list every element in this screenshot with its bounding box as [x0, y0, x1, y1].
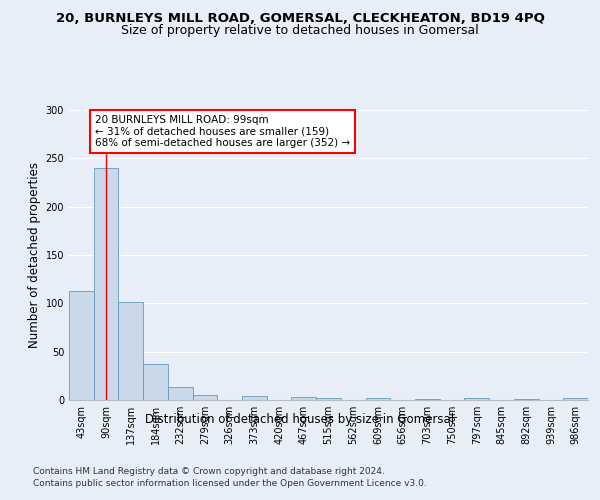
Bar: [563, 398, 588, 400]
Text: Contains HM Land Registry data © Crown copyright and database right 2024.: Contains HM Land Registry data © Crown c…: [33, 468, 385, 476]
Bar: [143, 364, 168, 400]
Text: Contains public sector information licensed under the Open Government Licence v3: Contains public sector information licen…: [33, 478, 427, 488]
Bar: [415, 399, 440, 400]
Bar: [69, 291, 94, 400]
Text: 20 BURNLEYS MILL ROAD: 99sqm
← 31% of detached houses are smaller (159)
68% of s: 20 BURNLEYS MILL ROAD: 99sqm ← 31% of de…: [95, 115, 350, 148]
Bar: [514, 399, 539, 400]
Text: 20, BURNLEYS MILL ROAD, GOMERSAL, CLECKHEATON, BD19 4PQ: 20, BURNLEYS MILL ROAD, GOMERSAL, CLECKH…: [56, 12, 544, 26]
Bar: [365, 398, 390, 400]
Text: Distribution of detached houses by size in Gomersal: Distribution of detached houses by size …: [145, 412, 455, 426]
Bar: [118, 302, 143, 400]
Bar: [94, 168, 118, 400]
Bar: [193, 395, 217, 400]
Bar: [242, 396, 267, 400]
Text: Size of property relative to detached houses in Gomersal: Size of property relative to detached ho…: [121, 24, 479, 37]
Bar: [292, 397, 316, 400]
Bar: [168, 388, 193, 400]
Bar: [316, 398, 341, 400]
Y-axis label: Number of detached properties: Number of detached properties: [28, 162, 41, 348]
Bar: [464, 398, 489, 400]
